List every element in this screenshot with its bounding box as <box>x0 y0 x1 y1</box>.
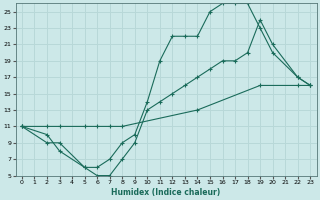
X-axis label: Humidex (Indice chaleur): Humidex (Indice chaleur) <box>111 188 221 197</box>
